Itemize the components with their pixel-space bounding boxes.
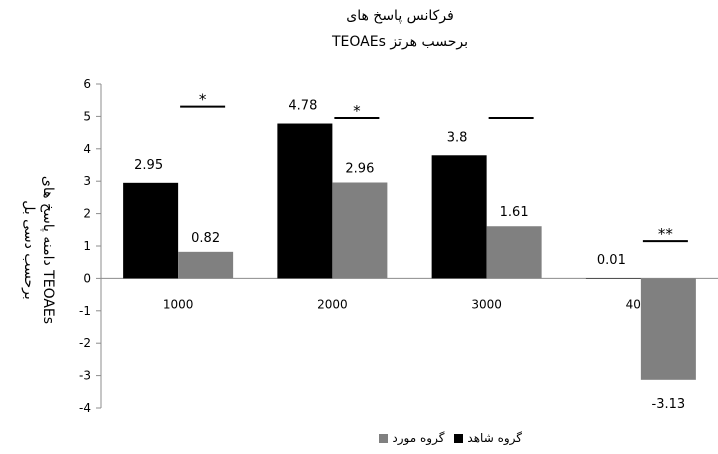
significance-mark: * <box>353 102 361 120</box>
legend-label-case: گروه مورد <box>392 431 445 445</box>
bar <box>640 278 696 380</box>
legend-label-control: گروه شاهد <box>467 431 522 445</box>
y-tick-label: -4 <box>79 401 91 415</box>
significance-mark: * <box>199 91 207 109</box>
y-tick-label: -1 <box>79 304 91 318</box>
bar <box>123 182 179 279</box>
bar <box>431 155 487 279</box>
y-tick-label: -3 <box>79 369 91 383</box>
y-tick-label: 1 <box>83 239 91 253</box>
y-tick-label: -2 <box>79 336 91 350</box>
bar <box>277 123 333 279</box>
y-tick-label: 0 <box>83 271 91 285</box>
data-label: 0.01 <box>597 253 626 268</box>
legend: گروه مورد گروه شاهد <box>379 431 522 445</box>
bar <box>486 226 542 279</box>
data-label: 2.96 <box>345 161 374 176</box>
significance-mark: ** <box>658 225 674 243</box>
x-tick-label: 2000 <box>317 297 348 311</box>
x-tick-label: 3000 <box>471 297 502 311</box>
y-tick-label: 3 <box>83 174 91 188</box>
y-tick-label: 5 <box>83 109 91 123</box>
bar <box>585 278 641 279</box>
y-tick-label: 4 <box>83 142 91 156</box>
data-label: 4.78 <box>288 99 317 114</box>
chart-subtitle: TEOAEs برحسب هرتز <box>331 34 469 50</box>
y-tick-label: 6 <box>83 77 91 91</box>
data-label: 2.95 <box>134 158 163 173</box>
data-label: 1.61 <box>500 205 529 220</box>
bar <box>332 182 388 279</box>
legend-item-control: گروه شاهد <box>454 431 522 445</box>
data-label: 3.8 <box>447 130 468 145</box>
legend-item-case: گروه مورد <box>379 431 444 445</box>
legend-swatch-case <box>379 433 389 443</box>
x-tick-label: 1000 <box>163 297 194 311</box>
bar <box>178 251 234 279</box>
legend-swatch-control <box>454 433 464 443</box>
data-label: 0.82 <box>191 231 220 246</box>
chart-title: فرکانس پاسخ های <box>346 8 454 24</box>
y-tick-label: 2 <box>83 207 91 221</box>
data-label: -3.13 <box>652 397 686 412</box>
